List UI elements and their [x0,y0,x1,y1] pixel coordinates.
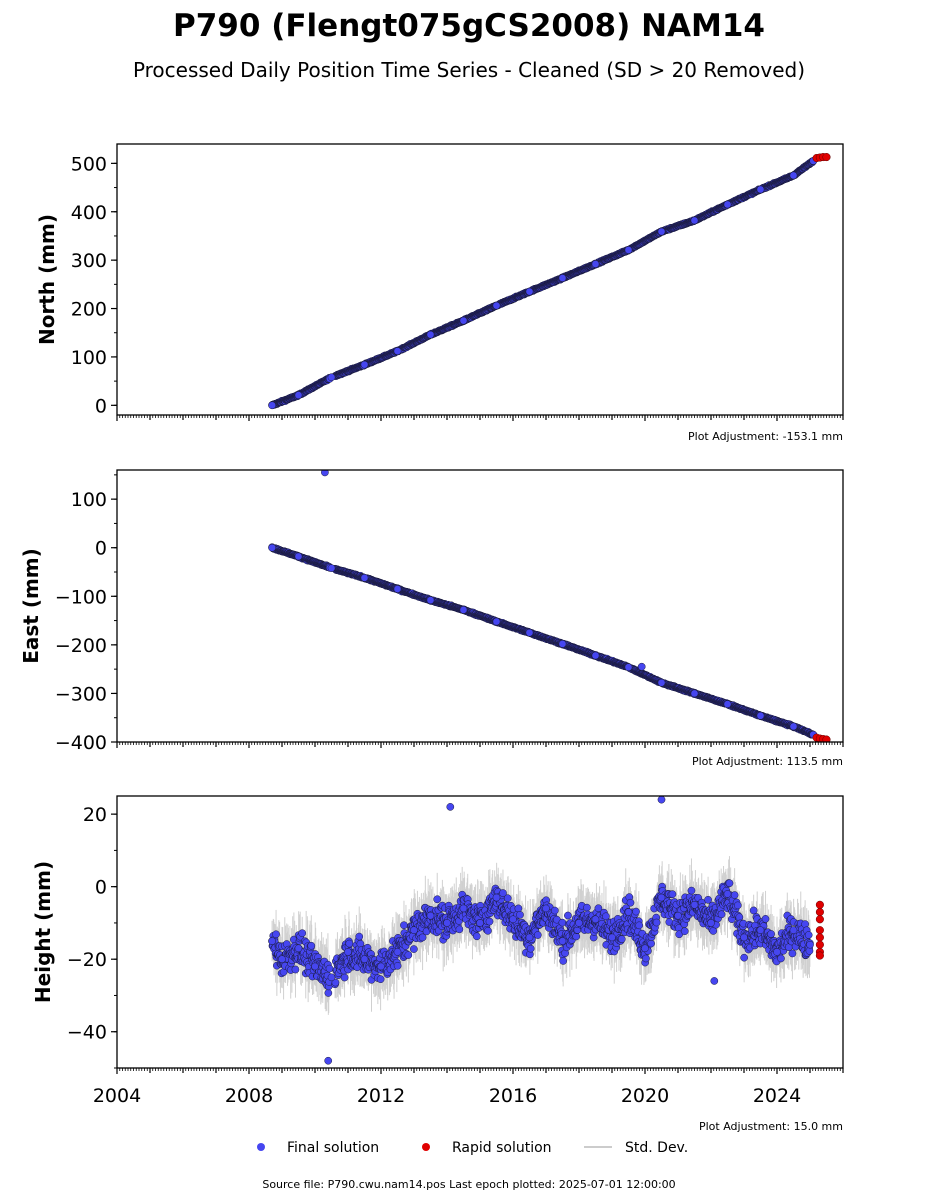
panel-north: 0 100 200 300 400 500 North (mm) Plot Adjustmen… [35,143,844,443]
y-tick-label: 200 [71,299,107,321]
y-tick-label: 400 [71,202,107,224]
y-tick-label: 0 [95,395,107,417]
final-point [393,585,402,593]
y-tick-label: 0 [95,538,107,560]
final-point [558,274,567,282]
final-point [690,216,699,225]
final-point-outlier [321,470,329,477]
final-point [591,260,600,268]
chart-subtitle: Processed Daily Position Time Series - C… [133,58,805,82]
rapid-point [822,735,831,742]
panel-east: −400 −300 −200 −100 0 100 East (mm) Plot Adjust… [19,469,844,768]
final-point [723,700,732,708]
y-tick-label: 300 [71,250,107,272]
final-point [789,722,798,731]
final-points-east [268,470,818,739]
panels: 0 100 200 300 400 500 North (mm) Plot Adjustmen… [19,143,844,1133]
final-point [789,171,798,180]
final-point [426,330,435,339]
final-point [268,543,276,552]
final-point [360,360,369,369]
final-point [591,651,600,660]
final-point [657,227,666,236]
x-axis-east [116,742,844,748]
y-tick-label: 500 [71,153,107,175]
y-tick-label: −200 [55,635,107,657]
final-point [294,552,303,561]
final-point [426,596,435,605]
y-tick-label: 100 [71,489,107,511]
x-axis-north [116,415,844,421]
plot-area-north [268,153,831,410]
final-point [327,564,336,572]
y-axis-north: 0 100 200 300 400 500 [71,153,117,417]
y-tick-label: −400 [55,732,107,754]
plot-adjustment-east: Plot Adjustment: 113.5 mm [692,755,843,768]
y-axis-east: −400 −300 −200 −100 0 100 [55,474,117,754]
final-point [492,301,501,310]
final-point [459,316,468,325]
chart-title: P790 (Flengt075gCS2008) NAM14 [173,8,765,44]
final-point [294,391,303,400]
final-point [393,347,402,355]
final-point-outlier [637,662,646,671]
plot-area-height [268,796,824,1065]
rapid-point [822,153,831,162]
plot-area-east [268,470,831,742]
y-axis-label-east: East (mm) [19,548,43,664]
rapid-points-east [812,733,831,742]
rapid-points-north [812,153,831,163]
final-point [268,401,276,410]
plot-adjustment-north: Plot Adjustment: -153.1 mm [688,430,843,443]
axes-frame-east [116,469,844,743]
final-point [459,606,468,614]
y-tick-label: −300 [55,683,107,705]
final-point [327,373,336,382]
axes-frame-north [116,143,844,416]
final-point [690,689,699,698]
final-point [657,678,666,687]
y-axis-label-north: North (mm) [35,214,59,345]
final-point [756,711,765,720]
final-point [525,628,534,637]
final-point [756,185,765,194]
final-point [492,617,501,626]
final-point [558,640,567,648]
final-point [360,573,369,582]
final-point [723,200,732,209]
final-point [624,246,633,254]
final-point [525,287,534,296]
final-point [624,663,633,672]
y-tick-label: 100 [71,347,107,369]
final-points-north [268,157,818,410]
y-tick-label: −100 [55,586,107,608]
